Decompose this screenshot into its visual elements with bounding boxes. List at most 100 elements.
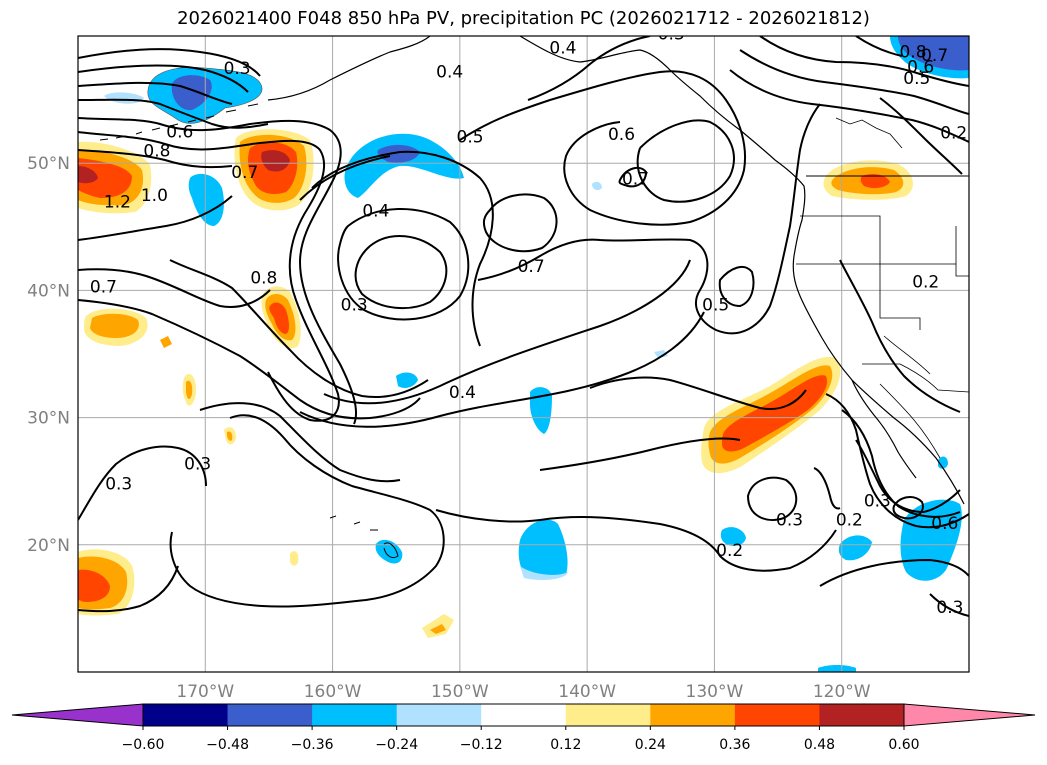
- shade-blob-155w-dark: [377, 144, 420, 163]
- contour-label-25: 0.2: [940, 124, 967, 144]
- contour-label-8: 0.4: [436, 63, 463, 83]
- contour-line-sub-7: [841, 409, 961, 518]
- contour-label-29: 0.3: [864, 491, 891, 511]
- shade-dot-2b: [186, 380, 193, 400]
- contour-line-big-trough-6: [78, 299, 421, 420]
- contour-line-big-trough-4: [78, 195, 233, 241]
- contour-line-wave-2: [299, 155, 391, 201]
- contour-label-27: 0.3: [776, 510, 803, 530]
- colorbar-box-6: [650, 704, 736, 726]
- colorbar-label-7: 0.36: [719, 737, 750, 753]
- colorbar-label-3: −0.24: [375, 737, 418, 753]
- contour-line-ne-2: [739, 49, 969, 115]
- coastline-baja: [851, 379, 917, 479]
- chart-title: 2026021400 F048 850 hPa PV, precipitatio…: [177, 8, 870, 29]
- contour-line-wave-4: [299, 311, 705, 428]
- contour-line-sub-3: [435, 509, 837, 572]
- contour-label-19: 0.7: [518, 257, 545, 277]
- contour-label-12: 0.4: [449, 383, 476, 403]
- shade-blob-nw-dark: [171, 75, 212, 111]
- contour-label-21: 0.8: [899, 42, 926, 62]
- colorbar-box-0: [143, 704, 229, 726]
- contour-label-26: 0.2: [912, 272, 939, 292]
- contour-label-1: 0.6: [166, 122, 193, 142]
- contour-line-wave-3: [323, 259, 691, 405]
- colorbar-label-2: −0.36: [291, 737, 334, 753]
- contour-line-sub-11: [929, 593, 969, 617]
- colorbar-label-1: −0.48: [206, 737, 249, 753]
- lat-tick-label-1: 40°N: [27, 281, 70, 301]
- coastline-south-alaska: [519, 36, 965, 505]
- contour-line-east-ridge-4: [477, 103, 821, 335]
- map-frame: [77, 35, 970, 673]
- colorbar-label-5: 0.12: [550, 737, 581, 753]
- contour-labels: 0.30.60.80.71.2 1.00.7 0.80.40.50.40.30.40…: [90, 24, 967, 618]
- contour-line-top-1: [78, 48, 261, 77]
- border-states: [796, 215, 969, 375]
- contour-label-18: 0.7: [622, 169, 649, 189]
- contour-label-31: 0.2: [716, 541, 743, 561]
- shade-dot-7: [654, 350, 668, 358]
- contour-line-south-3: [78, 445, 207, 521]
- shade-dot-4: [396, 372, 418, 388]
- contour-line-east-ridge-2: [459, 70, 746, 226]
- shade-blob-143w-blue: [518, 519, 568, 579]
- contour-line-top-2: [78, 64, 249, 93]
- shade-blob-164w-red: [269, 302, 289, 334]
- lat-tick-label-0: 50°N: [27, 154, 70, 174]
- colorbar-box-7: [734, 704, 820, 726]
- colorbar: −0.60 −0.48 −0.36 −0.24 −0.12 0.12 0.24 0.36 0.4…: [11, 703, 1036, 753]
- colorbar-label-4: −0.12: [460, 737, 503, 753]
- shade-blob-sw-red: [78, 569, 110, 602]
- contour-label-16: 0.3: [658, 24, 685, 44]
- contour-label-17: 0.6: [608, 125, 635, 145]
- contour-line-wave-1: [311, 150, 494, 347]
- gridlines: [78, 36, 969, 672]
- colorbar-label-9: 0.60: [888, 737, 919, 753]
- map-background: [78, 36, 969, 672]
- colorbar-box-8: [819, 704, 905, 726]
- colorbar-label-0: −0.60: [122, 737, 165, 753]
- colorbar-label-6: 0.24: [635, 737, 666, 753]
- lon-tick-labels: 170°W 160°W 150°W 140°W 130°W 120°W: [176, 682, 870, 702]
- contour-line-ca: [839, 259, 961, 413]
- shade-dot-3b: [227, 431, 233, 441]
- contour-line-sub-8: [855, 439, 961, 514]
- shade-blob-128w-red: [722, 375, 828, 452]
- lon-tick-label-0: 170°W: [176, 682, 234, 702]
- contour-label-7: 0.8: [250, 269, 277, 289]
- shade-blob-w48-red: [78, 158, 132, 198]
- contour-line-east-ridge-5: [718, 265, 755, 308]
- lat-tick-label-3: 20°N: [27, 536, 70, 556]
- contour-label-15: 0.4: [549, 38, 576, 58]
- lon-tick-label-5: 120°W: [813, 682, 871, 702]
- contour-line-sub-1: [589, 376, 807, 410]
- shade-blob-129w-blue: [720, 527, 746, 546]
- coastline-wa: [835, 117, 903, 149]
- shade-blob-155w-blue: [344, 133, 464, 198]
- contour-line-big-trough-1: [78, 117, 358, 425]
- contour-line-top-3: [78, 81, 233, 105]
- shade-blob-w48-dark: [78, 166, 98, 184]
- colorbar-frame: [142, 703, 905, 727]
- lat-tick-labels: 50°N 40°N 30°N 20°N: [27, 154, 70, 556]
- contour-line-low-2: [337, 207, 470, 321]
- contour-line-sub-5: [813, 467, 841, 510]
- shade-blob-165w-dark: [261, 150, 290, 172]
- contour-line-east-ridge-1: [527, 36, 651, 101]
- contour-line-ne-5: [879, 97, 963, 175]
- colorbar-box-4: [481, 704, 567, 726]
- contour-label-2: 0.8: [143, 141, 170, 161]
- coastline-hawaii: [329, 515, 399, 559]
- colorbar-extend-high: [903, 703, 1036, 727]
- contour-line-ne-3: [729, 69, 969, 143]
- shade-dot-1: [160, 336, 172, 348]
- coastline-gulf-calif: [879, 383, 941, 459]
- contour-label-3: 0.7: [231, 163, 258, 183]
- contour-line-south-2: [169, 414, 445, 608]
- contour-line-east-ridge-7: [636, 119, 735, 203]
- shade-dot-5: [530, 387, 552, 434]
- contour-line-ne-1: [759, 36, 969, 87]
- shade-blob-143w-light: [520, 566, 568, 580]
- lon-tick-label-1: 160°W: [304, 682, 362, 702]
